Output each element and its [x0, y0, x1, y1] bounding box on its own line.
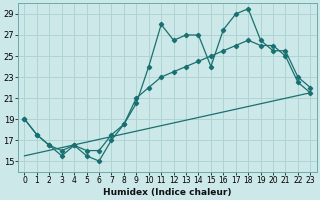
X-axis label: Humidex (Indice chaleur): Humidex (Indice chaleur) [103, 188, 232, 197]
